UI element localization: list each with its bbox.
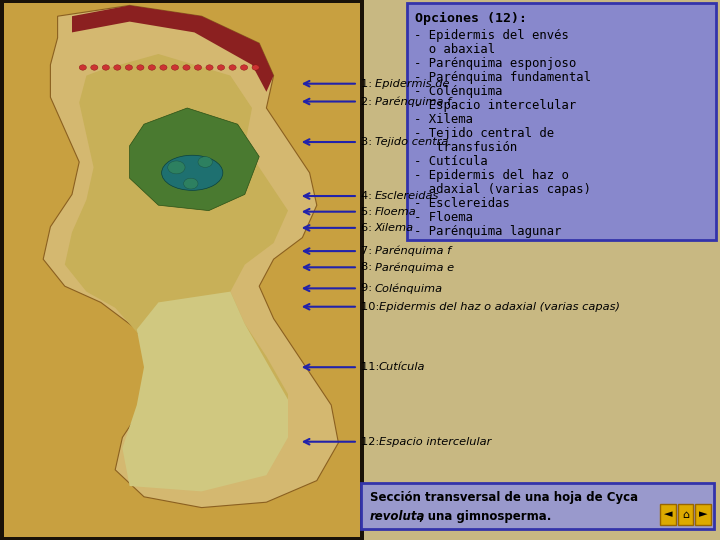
Ellipse shape (162, 155, 223, 190)
Text: Parénquima f: Parénquima f (374, 96, 451, 107)
Text: Opciones (12):: Opciones (12): (415, 12, 528, 25)
Text: , una gimnosperma.: , una gimnosperma. (419, 510, 552, 523)
Text: - Colénquima: - Colénquima (414, 85, 503, 98)
Circle shape (217, 65, 225, 70)
Circle shape (206, 65, 213, 70)
Text: o abaxial: o abaxial (414, 43, 495, 56)
Text: - Tejido central de: - Tejido central de (414, 127, 554, 140)
Polygon shape (43, 5, 338, 508)
Circle shape (148, 65, 156, 70)
Text: 4:: 4: (361, 191, 376, 201)
Text: Xilema: Xilema (374, 223, 414, 233)
Circle shape (125, 65, 132, 70)
Bar (695, 504, 711, 525)
Circle shape (184, 178, 198, 189)
Text: Colénquima: Colénquima (374, 283, 443, 294)
Bar (678, 504, 693, 525)
Text: 9:: 9: (361, 284, 376, 293)
Text: ◄: ◄ (664, 510, 672, 519)
Circle shape (171, 65, 179, 70)
Text: ⌂: ⌂ (682, 510, 689, 519)
Bar (407, 3, 716, 240)
Text: Sección transversal de una hoja de Cyca: Sección transversal de una hoja de Cyca (370, 491, 638, 504)
Text: Epidermis de: Epidermis de (374, 79, 449, 89)
Polygon shape (122, 292, 288, 491)
Circle shape (198, 157, 212, 167)
Text: 6:: 6: (361, 223, 376, 233)
Bar (4, 3, 360, 537)
Text: 8:: 8: (361, 262, 376, 272)
Text: 11:: 11: (361, 362, 384, 372)
Text: ►: ► (698, 510, 707, 519)
Text: revoluta: revoluta (370, 510, 426, 523)
Text: 10:: 10: (361, 302, 384, 312)
Text: - Cutícula: - Cutícula (414, 155, 487, 168)
Text: - Epidermis del haz o: - Epidermis del haz o (414, 169, 569, 182)
Text: 2:: 2: (361, 97, 376, 106)
Bar (0, 0, 364, 540)
Text: - Xilema: - Xilema (414, 113, 473, 126)
Circle shape (114, 65, 121, 70)
Text: - Floema: - Floema (414, 211, 473, 224)
Text: - Parénquima esponjoso: - Parénquima esponjoso (414, 57, 576, 70)
Text: adaxial (varias capas): adaxial (varias capas) (414, 183, 591, 196)
Polygon shape (65, 54, 288, 486)
Text: 5:: 5: (361, 207, 376, 217)
Text: transfusión: transfusión (414, 141, 517, 154)
Circle shape (91, 65, 98, 70)
Text: 12:: 12: (361, 437, 383, 447)
Text: - Parénquima fundamental: - Parénquima fundamental (414, 71, 591, 84)
Circle shape (240, 65, 248, 70)
Bar (660, 504, 676, 525)
Circle shape (79, 65, 86, 70)
Circle shape (168, 161, 185, 174)
Circle shape (102, 65, 109, 70)
Text: Esclereidas: Esclereidas (374, 191, 439, 201)
Text: - Esclereidas: - Esclereidas (414, 197, 510, 210)
Text: 7:: 7: (361, 246, 376, 256)
Text: - Epidermis del envés: - Epidermis del envés (414, 29, 569, 42)
Circle shape (194, 65, 202, 70)
Circle shape (183, 65, 190, 70)
Circle shape (137, 65, 144, 70)
Text: - Espacio intercelular: - Espacio intercelular (414, 99, 576, 112)
Text: Floema: Floema (374, 207, 416, 217)
Text: 1:: 1: (361, 79, 376, 89)
Circle shape (160, 65, 167, 70)
Polygon shape (130, 108, 259, 211)
Circle shape (252, 65, 259, 70)
Polygon shape (72, 5, 274, 92)
Text: Cutícula: Cutícula (379, 362, 426, 372)
Text: - Parénquima lagunar: - Parénquima lagunar (414, 225, 562, 238)
Text: Parénquima f: Parénquima f (374, 246, 451, 256)
Text: Tejido centra: Tejido centra (374, 137, 448, 147)
Bar (361, 483, 714, 529)
Text: 3:: 3: (361, 137, 376, 147)
Text: Parénquima e: Parénquima e (374, 262, 454, 273)
Circle shape (229, 65, 236, 70)
Text: Espacio intercelular: Espacio intercelular (379, 437, 491, 447)
Text: Epidermis del haz o adaxial (varias capas): Epidermis del haz o adaxial (varias capa… (379, 302, 620, 312)
